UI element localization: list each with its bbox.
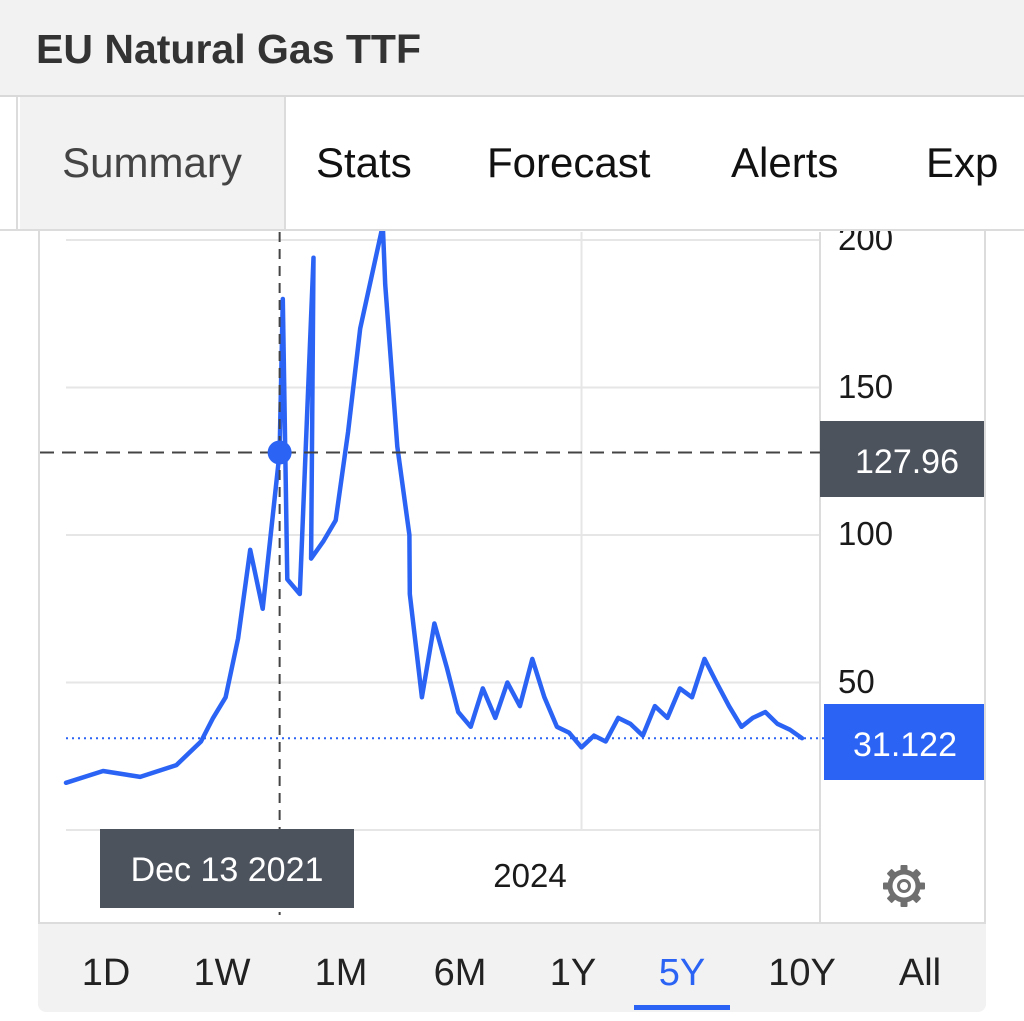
title-bar: EU Natural Gas TTF bbox=[0, 0, 1024, 97]
tab-export[interactable]: Exp bbox=[926, 139, 999, 186]
range-1w-button[interactable]: 1W bbox=[193, 952, 251, 994]
page-title: EU Natural Gas TTF bbox=[36, 26, 422, 72]
range-selector: 1D 1W 1M 6M 1Y 5Y 10Y All bbox=[38, 922, 986, 1012]
price-chart[interactable]: 200 150 100 50 2024 127.96 31.122 Dec 13… bbox=[38, 231, 986, 1011]
tab-bar-edge bbox=[0, 97, 18, 229]
range-all-button[interactable]: All bbox=[898, 952, 942, 994]
chart-grid bbox=[66, 232, 821, 922]
x-tick-label: 2024 bbox=[493, 857, 566, 894]
range-1y-button[interactable]: 1Y bbox=[549, 952, 597, 994]
tab-bar: Summary Stats Forecast Alerts Exp bbox=[0, 97, 1024, 231]
price-series-line bbox=[63, 231, 805, 786]
range-10y-button[interactable]: 10Y bbox=[768, 952, 836, 994]
crosshair-point bbox=[267, 440, 292, 465]
crosshair-date-label: Dec 13 2021 bbox=[131, 851, 324, 889]
range-1d-button[interactable]: 1D bbox=[81, 952, 131, 994]
crosshair-date-box bbox=[100, 829, 354, 908]
tab-summary[interactable]: Summary bbox=[20, 97, 286, 229]
tab-forecast[interactable]: Forecast bbox=[487, 139, 651, 186]
chart-overlay-layer bbox=[40, 232, 824, 915]
range-5y-button[interactable]: 5Y bbox=[632, 924, 732, 1012]
tab-alerts[interactable]: Alerts bbox=[731, 139, 839, 186]
chart-line-layer bbox=[63, 231, 805, 786]
last-value-box bbox=[824, 704, 984, 780]
range-1m-button[interactable]: 1M bbox=[314, 952, 368, 994]
tab-stats[interactable]: Stats bbox=[316, 139, 412, 186]
crosshair-value-box bbox=[820, 421, 984, 497]
gear-icon[interactable] bbox=[883, 865, 925, 907]
chart-label-layer: 200 150 100 50 2024 127.96 31.122 Dec 13… bbox=[100, 231, 984, 908]
y-tick-label: 100 bbox=[838, 515, 893, 552]
range-6m-button[interactable]: 6M bbox=[433, 952, 487, 994]
y-tick-label: 150 bbox=[838, 368, 893, 405]
y-tick-label: 50 bbox=[838, 663, 875, 700]
last-value-label: 31.122 bbox=[853, 726, 957, 764]
crosshair-value-label: 127.96 bbox=[855, 443, 959, 481]
chart-panel[interactable]: 200 150 100 50 2024 127.96 31.122 Dec 13… bbox=[38, 231, 986, 1011]
y-tick-label: 200 bbox=[838, 231, 893, 257]
